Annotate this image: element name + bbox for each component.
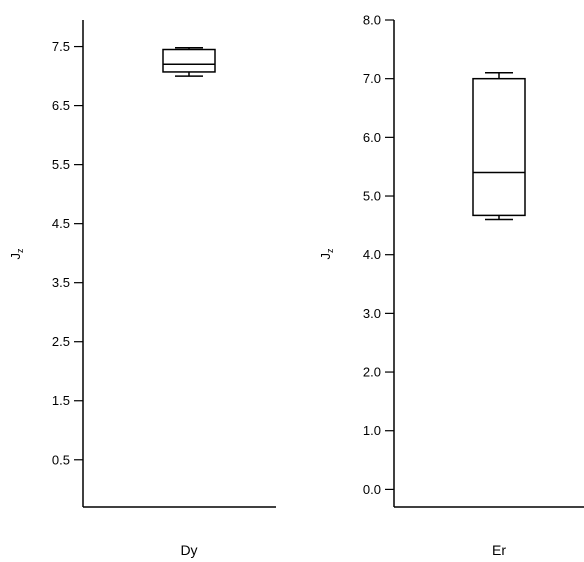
y-tick-label: 6.5 bbox=[52, 98, 70, 113]
y-tick-label: 7.5 bbox=[52, 39, 70, 54]
y-axis-title: Jz bbox=[8, 248, 25, 260]
y-tick-label: 5.0 bbox=[363, 189, 381, 204]
y-tick-label: 3.5 bbox=[52, 275, 70, 290]
y-axis-title: Jz bbox=[318, 248, 335, 260]
y-tick-label: 6.0 bbox=[363, 130, 381, 145]
y-tick-label: 7.0 bbox=[363, 71, 381, 86]
category-label: Er bbox=[492, 542, 506, 558]
panel-er: 0.0 1.0 2.0 3.0 4.0 5.0 6.0 7.0 8.0 Jz Er bbox=[318, 13, 584, 558]
y-tick-label: 1.0 bbox=[363, 423, 381, 438]
y-tick-label: 4.5 bbox=[52, 216, 70, 231]
box-iqr bbox=[472, 77, 526, 217]
y-tick-label: 1.5 bbox=[52, 393, 70, 408]
y-tick-label: 4.0 bbox=[363, 247, 381, 262]
category-label: Dy bbox=[180, 542, 197, 558]
y-tick-label: 2.0 bbox=[363, 365, 381, 380]
panel-dy: 0.5 1.5 2.5 3.5 4.5 5.5 6.5 7.5 Jz Dy bbox=[8, 20, 276, 558]
y-tick-label: 0.0 bbox=[363, 482, 381, 497]
y-tick-label: 5.5 bbox=[52, 157, 70, 172]
y-tick-label: 0.5 bbox=[52, 452, 70, 467]
box-iqr bbox=[162, 48, 216, 73]
y-tick-label: 8.0 bbox=[363, 13, 381, 28]
y-tick-label: 3.0 bbox=[363, 306, 381, 321]
y-tick-label: 2.5 bbox=[52, 334, 70, 349]
